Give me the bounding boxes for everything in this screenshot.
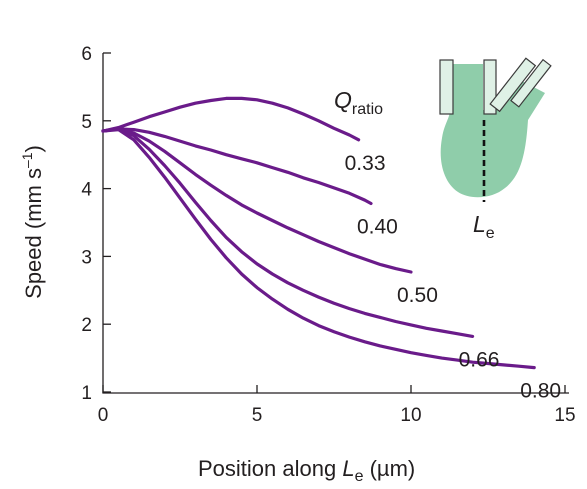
inset-right-tube	[489, 57, 537, 113]
y-tick-label: 3	[81, 247, 92, 268]
x-tick-label: 10	[400, 405, 421, 426]
series-label-0.50: 0.50	[397, 284, 438, 307]
series-label-0.80: 0.80	[520, 380, 561, 403]
x-tick-label: 0	[98, 405, 109, 426]
x-tick-label: 15	[554, 405, 575, 426]
y-tick-label: 6	[81, 44, 92, 65]
ticks: 0 5 10 15 1 2 3 4 5 6	[81, 44, 575, 426]
x-tick-label: 5	[252, 405, 263, 426]
x-axis-title: Position along Le (µm)	[198, 456, 415, 485]
series-line-0.66	[101, 127, 475, 338]
y-tick-label: 1	[81, 383, 92, 404]
legend-title: Qratio	[334, 87, 383, 118]
y-tick-label: 4	[81, 180, 92, 201]
y-axis-title: Speed (mm s–1)	[19, 145, 46, 299]
inset-right-tube-outer	[510, 58, 552, 108]
series-label-0.40: 0.40	[357, 216, 398, 239]
series-line-0.80	[101, 128, 536, 370]
series-line-0.33	[101, 96, 361, 142]
y-tick-label: 2	[81, 315, 92, 336]
inset-schematic: Le	[439, 57, 552, 242]
series-line-0.40	[101, 127, 373, 206]
y-tick-label: 5	[81, 112, 92, 133]
series-label-0.66: 0.66	[459, 348, 500, 371]
inset-label: Le	[473, 211, 495, 242]
series-labels: 0.33 0.40 0.50 0.66 0.80	[345, 152, 561, 403]
series-line-0.50	[101, 127, 413, 274]
series-lines	[101, 96, 536, 370]
inset-left-tube	[439, 59, 454, 115]
series-label-0.33: 0.33	[345, 152, 386, 175]
